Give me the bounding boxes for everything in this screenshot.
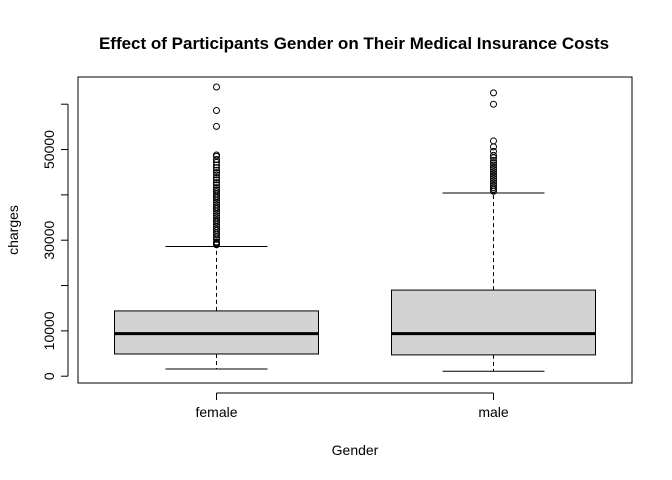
y-tick-label: 30000 (41, 221, 57, 260)
outlier-point (490, 147, 497, 155)
outlier-point (490, 179, 497, 187)
outlier-point (490, 184, 497, 192)
chart-title: Effect of Participants Gender on Their M… (99, 34, 609, 53)
outlier-point (213, 161, 220, 169)
outlier-point (213, 171, 220, 179)
y-tick-label: 10000 (41, 311, 57, 350)
outlier-point (213, 203, 220, 211)
outlier-point (490, 143, 497, 151)
box-group-male (391, 89, 596, 372)
boxes-layer (114, 83, 596, 372)
outlier-point (213, 174, 220, 182)
outlier-point (213, 107, 220, 115)
x-axis: female male (195, 392, 509, 420)
outlier-point (490, 137, 497, 145)
outlier-point (490, 100, 497, 108)
outlier-point (490, 156, 497, 164)
x-tick-label: female (195, 404, 237, 420)
outlier-point (490, 159, 497, 167)
box-group-female (114, 83, 319, 370)
outlier-point (213, 176, 220, 184)
outlier-point (490, 181, 497, 189)
outlier-point (213, 188, 220, 196)
y-axis-label: charges (5, 205, 21, 255)
y-tick-label: 50000 (41, 130, 57, 169)
outlier-point (213, 225, 220, 233)
outlier-point (213, 181, 220, 189)
outlier-point (490, 161, 497, 169)
outlier-point (213, 83, 220, 91)
outlier-point (213, 179, 220, 187)
outlier-point (490, 175, 497, 183)
outlier-point (213, 186, 220, 194)
outlier-point (490, 151, 497, 159)
outlier-point (490, 89, 497, 97)
outlier-point (213, 214, 220, 222)
outlier-point (213, 238, 220, 246)
outlier-point (213, 212, 220, 220)
outlier-point (213, 184, 220, 192)
outlier-point (213, 216, 220, 224)
outlier-point (213, 201, 220, 209)
outlier-point (490, 165, 497, 173)
outlier-point (490, 170, 497, 178)
plot-frame (77, 76, 633, 384)
outlier-point (490, 172, 497, 180)
outlier-point (213, 156, 220, 164)
outlier-point (490, 168, 497, 176)
iqr-box (391, 289, 596, 356)
x-tick-label: male (478, 404, 509, 420)
outlier-point (213, 169, 220, 177)
outlier-point (213, 151, 220, 159)
y-axis: 0 10000 30000 50000 (41, 103, 69, 380)
outlier-point (213, 164, 220, 172)
x-axis-label: Gender (332, 442, 379, 458)
y-tick-label: 0 (41, 372, 57, 380)
outlier-point (490, 177, 497, 185)
outlier-point (490, 163, 497, 171)
outlier-point (213, 166, 220, 174)
outlier-point (213, 122, 220, 130)
